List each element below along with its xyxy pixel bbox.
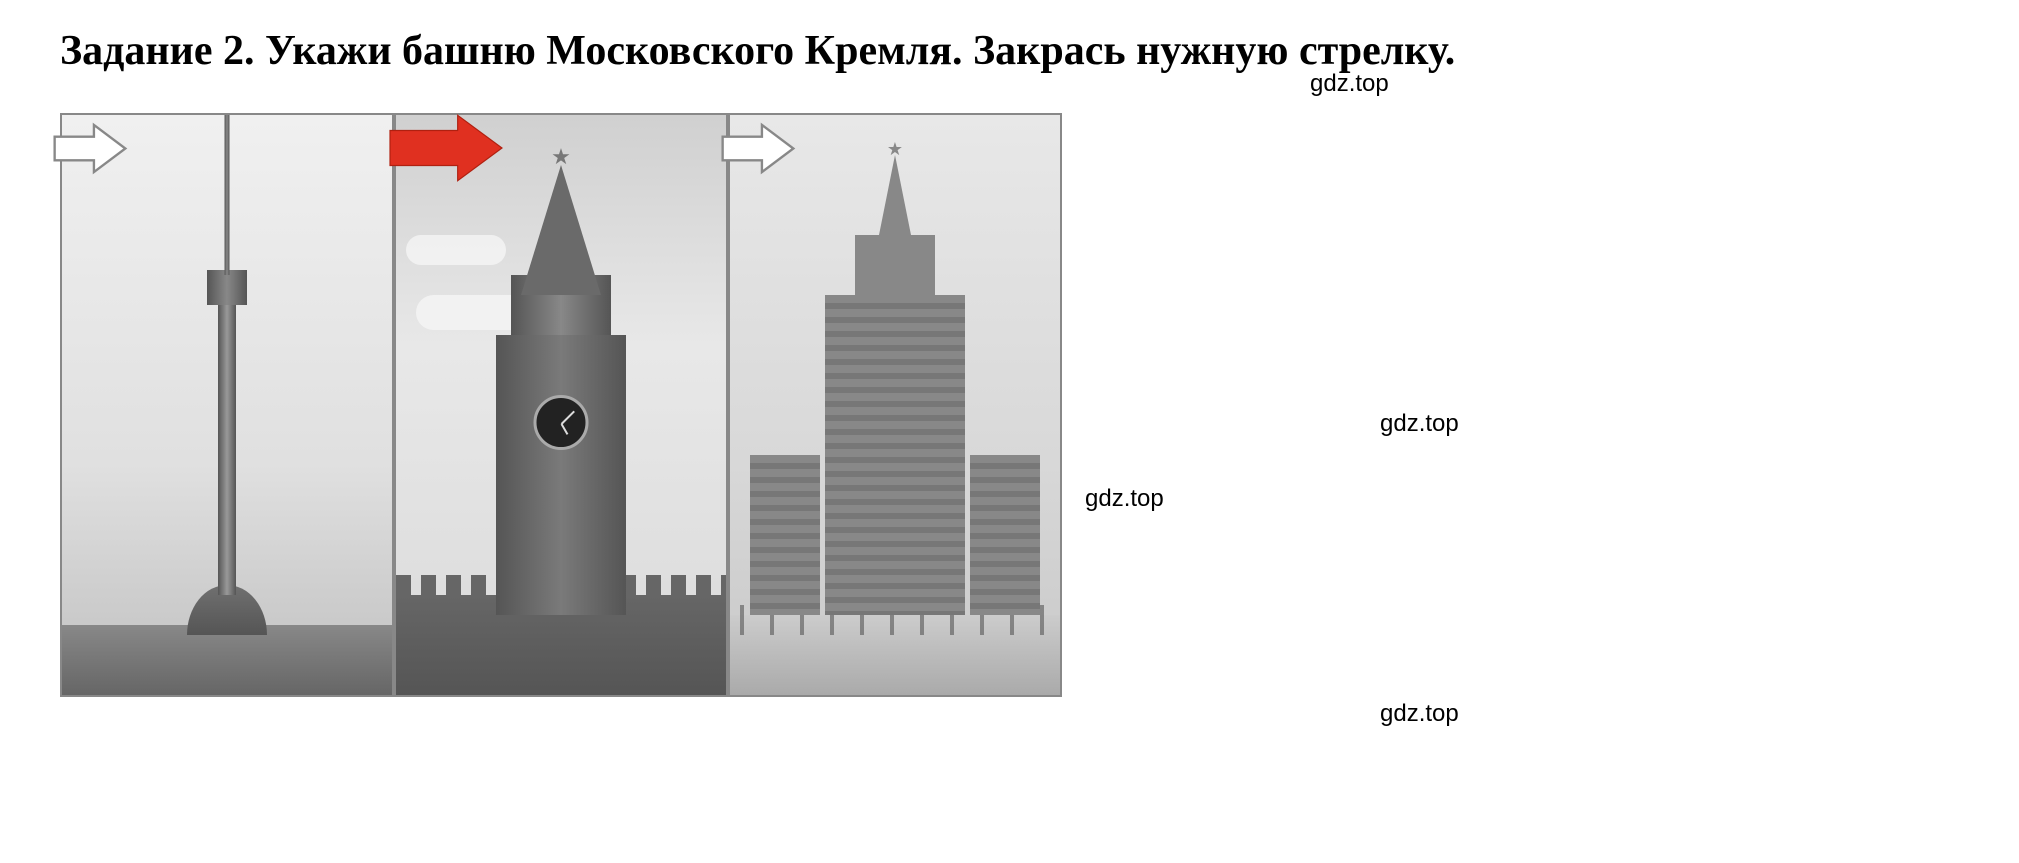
watermark: gdz.top [1380,410,1459,438]
watermark: gdz.top [1085,485,1164,513]
arrow-icon[interactable] [718,121,798,181]
star-icon: ★ [551,144,571,170]
kremlin-tower-illustration: ★ [396,115,726,695]
arrow-icon[interactable] [50,121,130,181]
task-title: Задание 2. Укажи башню Московского Кремл… [60,20,1959,83]
image-frame-msu: ★ [728,113,1062,697]
image-frame-ostankino [60,113,394,697]
image-cell-3: ★ [728,113,1062,697]
image-frame-kremlin: ★ [394,113,728,697]
arrow-icon-filled[interactable] [386,113,506,188]
watermark: gdz.top [1380,700,1459,728]
msu-building-illustration: ★ [730,115,1060,695]
ostankino-tower-illustration [62,115,392,695]
images-row: ★ ★ [60,113,1959,697]
clock-icon [534,395,589,450]
star-icon: ★ [887,139,903,160]
image-cell-2: ★ [394,113,728,697]
watermark: gdz.top [1310,70,1389,98]
image-cell-1 [60,113,394,697]
